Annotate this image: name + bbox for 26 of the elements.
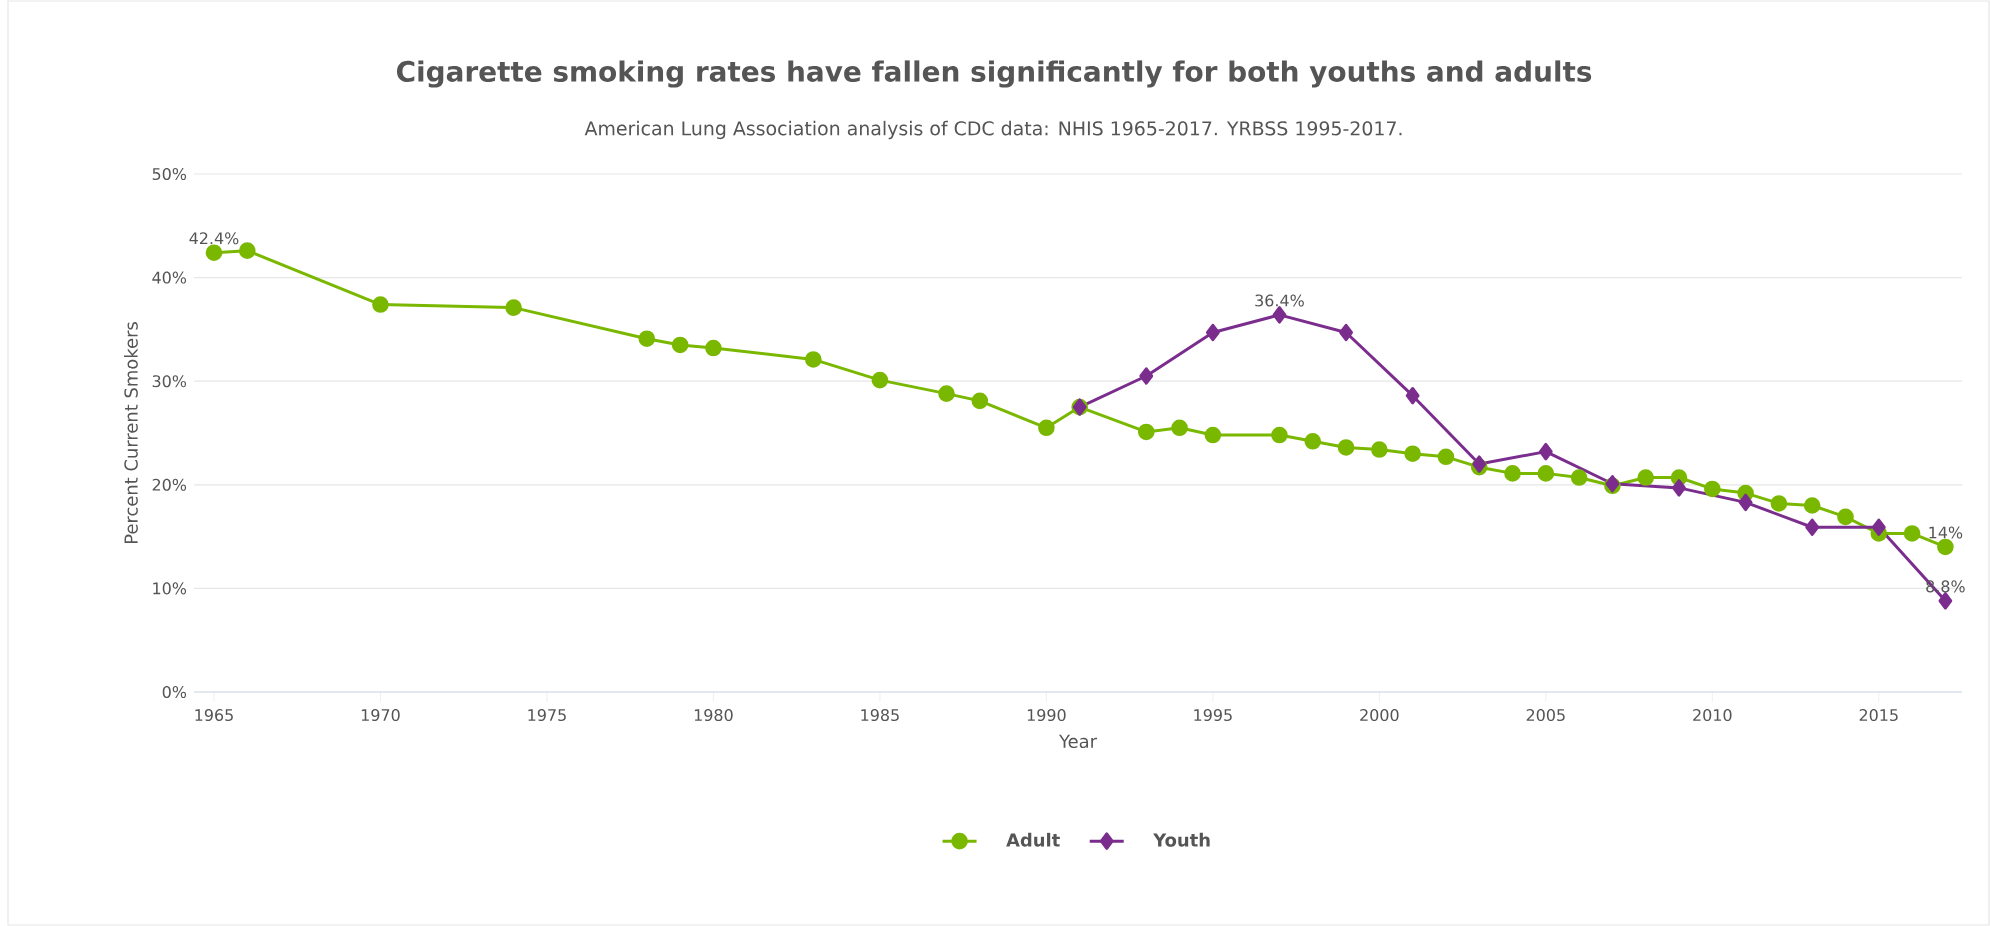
- y-tick-label: 0%: [162, 685, 187, 698]
- x-tick-label: 1975: [528, 709, 566, 722]
- x-tick-label: 1985: [861, 709, 899, 722]
- x-axis-title: Year: [1059, 734, 1098, 749]
- data-label: 42.4%: [189, 232, 239, 245]
- x-tick-label: 1995: [1194, 709, 1232, 722]
- y-tick-label: 20%: [152, 478, 187, 491]
- x-tick-label: 1990: [1027, 709, 1066, 722]
- y-tick-label: 50%: [152, 167, 187, 181]
- x-tick-label: 2010: [1693, 709, 1732, 722]
- chart-title: Cigarette smoking rates have fallen significantly for both youths and adults: [396, 60, 1592, 88]
- x-tick-label: 1980: [694, 709, 733, 722]
- y-tick-label: 30%: [152, 375, 187, 388]
- legend-label: Adult: [1006, 832, 1060, 847]
- data-label: 14%: [1929, 526, 1963, 539]
- x-tick-label: 1970: [361, 709, 400, 722]
- legend-label: Youth: [1153, 832, 1210, 847]
- data-label: 36.4%: [1255, 294, 1304, 307]
- chart-subtitle: American Lung Association analysis of CDC data: NHIS 1965-2017. YRBSS 1995-2017.: [584, 120, 1402, 140]
- y-tick-label: 10%: [153, 582, 187, 595]
- x-tick-label: 2015: [1859, 709, 1898, 722]
- x-tick-label: 2005: [1526, 709, 1565, 722]
- x-tick-label: 2000: [1360, 709, 1399, 722]
- x-tick-label: 1965: [195, 709, 233, 722]
- y-tick-label: 40%: [152, 271, 187, 284]
- y-axis-title: Percent Current Smokers: [123, 322, 138, 544]
